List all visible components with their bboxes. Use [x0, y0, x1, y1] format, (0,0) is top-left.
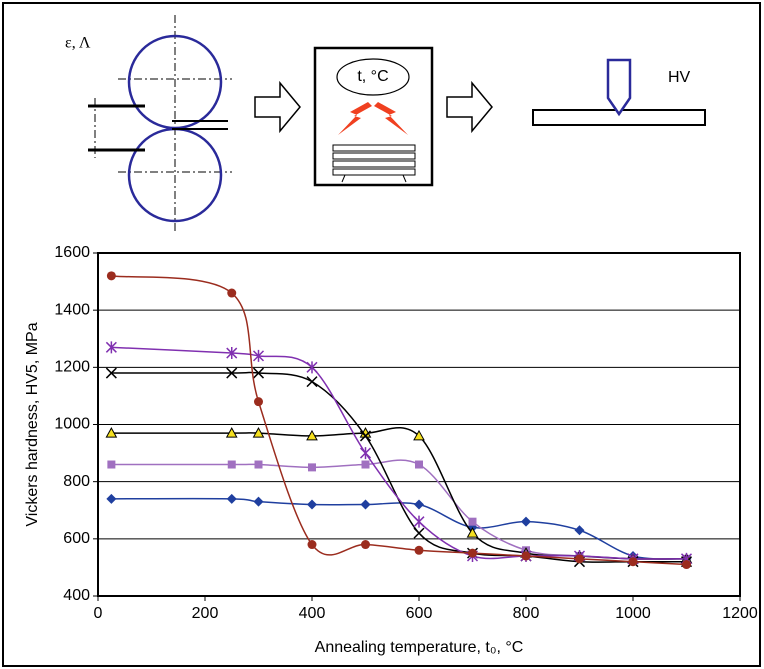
- marker: [521, 551, 531, 561]
- marker: [682, 560, 691, 570]
- marker: [105, 341, 117, 354]
- marker: [359, 430, 372, 442]
- marker: [307, 499, 317, 510]
- marker: [253, 496, 264, 507]
- marker: [359, 447, 372, 460]
- marker: [415, 460, 423, 469]
- marker: [254, 460, 263, 469]
- marker: [105, 367, 117, 379]
- marker: [361, 460, 370, 469]
- strain-label: ε, Λ: [65, 35, 91, 52]
- marker: [308, 463, 316, 472]
- marker: [227, 460, 236, 469]
- marker: [252, 367, 265, 379]
- marker: [252, 427, 265, 438]
- plot-border: [97, 252, 741, 597]
- x-tick-label: 0: [94, 605, 103, 622]
- chart: 400 600 800 1000 1200 1400 1600 0 200 400 600 800 10…: [24, 244, 758, 656]
- x-tick-label: 1000: [615, 605, 651, 622]
- furnace: t, °C: [313, 46, 434, 187]
- y-tick-label: 1200: [54, 359, 90, 376]
- marker: [306, 361, 318, 374]
- hardness-test: HV: [532, 58, 706, 126]
- marker: [306, 376, 318, 388]
- marker: [226, 347, 238, 360]
- marker: [226, 493, 237, 504]
- temperature-label: t, °C: [357, 68, 388, 85]
- x-tick-label: 800: [513, 605, 540, 622]
- marker: [413, 429, 425, 441]
- series-line: [111, 371, 687, 563]
- marker: [414, 545, 424, 555]
- y-tick-label: 1000: [54, 416, 90, 433]
- marker: [254, 397, 263, 407]
- marker: [105, 427, 118, 438]
- marker: [360, 499, 371, 510]
- arrow: [254, 80, 301, 134]
- marker: [225, 427, 238, 438]
- marker: [306, 429, 318, 441]
- x-tick-label: 1200: [722, 605, 758, 622]
- marker: [468, 548, 477, 558]
- marker: [575, 554, 584, 564]
- marker: [574, 525, 585, 536]
- marker: [413, 527, 425, 539]
- y-tick-label: 1400: [54, 301, 90, 318]
- marker: [252, 349, 265, 362]
- series-line: [111, 346, 687, 560]
- y-tick-label: 400: [63, 587, 90, 604]
- marker: [106, 271, 116, 281]
- y-tick-label: 600: [63, 530, 90, 547]
- x-tick-label: 200: [192, 605, 219, 622]
- marker: [106, 493, 117, 504]
- x-axis-title: Annealing temperature, t₀, °C: [315, 639, 524, 656]
- y-tick-label: 1600: [54, 244, 90, 261]
- marker: [107, 460, 116, 469]
- hv-label: HV: [668, 69, 691, 86]
- marker: [227, 288, 237, 298]
- marker: [361, 540, 370, 550]
- marker: [466, 527, 479, 538]
- marker: [413, 515, 425, 528]
- marker: [226, 367, 238, 379]
- y-axis-title: Vickers hardness, HV5, MPa: [24, 322, 41, 526]
- x-tick-label: 400: [299, 605, 326, 622]
- x-tick-label: 600: [406, 605, 433, 622]
- marker: [468, 517, 477, 526]
- marker: [307, 540, 317, 550]
- y-tick-label: 800: [63, 473, 90, 490]
- marker: [414, 499, 424, 510]
- rolling-diagram: ε, Λ: [65, 15, 232, 232]
- marker: [521, 516, 531, 527]
- arrow: [446, 80, 493, 134]
- marker: [628, 557, 638, 567]
